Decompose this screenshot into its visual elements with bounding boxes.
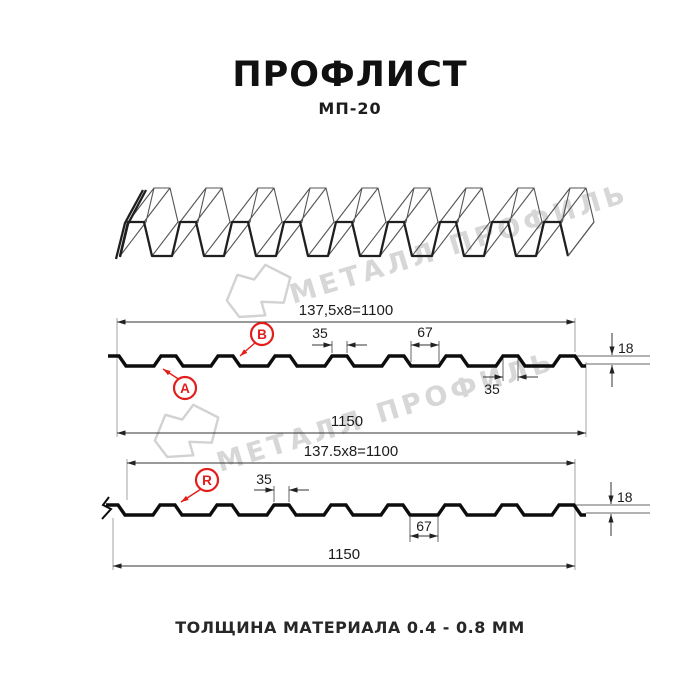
dim-pitch-total-bottom: 137.5x8=1100 [304,443,398,460]
dim-valley-width-bottom: 67 [416,518,432,534]
break-mark [101,496,113,520]
sheet-right-edge [567,221,595,257]
sheet-cut-edge [114,189,145,260]
callout-a-circle [172,375,198,401]
brand-logo-icon [225,263,292,319]
callout-b-circle [249,321,275,347]
sheet-3d-edges [114,189,595,260]
profile-cross-section-reverse [106,503,586,517]
sheet-3d-fills [120,188,594,256]
sheet-3d-ribs [119,187,595,257]
dim-overall-width-top: 1150 [331,413,363,430]
sheet-front-edge [118,220,570,258]
callout-b-label: B [257,327,267,342]
callout-r-label: R [202,473,212,488]
profile-cross-section-face [108,354,586,368]
profile-model-label: МП-20 [318,99,382,118]
dim-height-bottom: 18 [617,489,633,505]
bottom-profile-section: 137.5x8=1100 R 35 67 18 [101,443,650,570]
sheet-3d-outlines [119,187,595,257]
sheet-3d-surface [120,188,594,256]
top-profile-section: 137,5x8=1100 35 67 35 18 [108,302,650,437]
material-thickness-note: ТОЛЩИНА МАТЕРИАЛА 0.4 - 0.8 ММ [175,618,525,637]
dim-crest-width-top: 35 [312,325,328,341]
page-title: ПРОФЛИСТ [232,55,468,95]
dim-height-top: 18 [618,340,634,356]
dim-crest-width-bottom: 35 [484,381,500,397]
callout-a-label: A [180,381,190,396]
dim-valley-width-top: 67 [417,324,433,340]
callout-r-circle [194,467,220,493]
dim-overall-width-bottom: 1150 [328,546,360,563]
dim-pitch-total-top: 137,5x8=1100 [299,302,393,319]
dim-crest-width-bottom-section: 35 [256,471,272,487]
sheet-cut-edge-inner [118,189,148,258]
brand-logo-icon [153,403,220,459]
